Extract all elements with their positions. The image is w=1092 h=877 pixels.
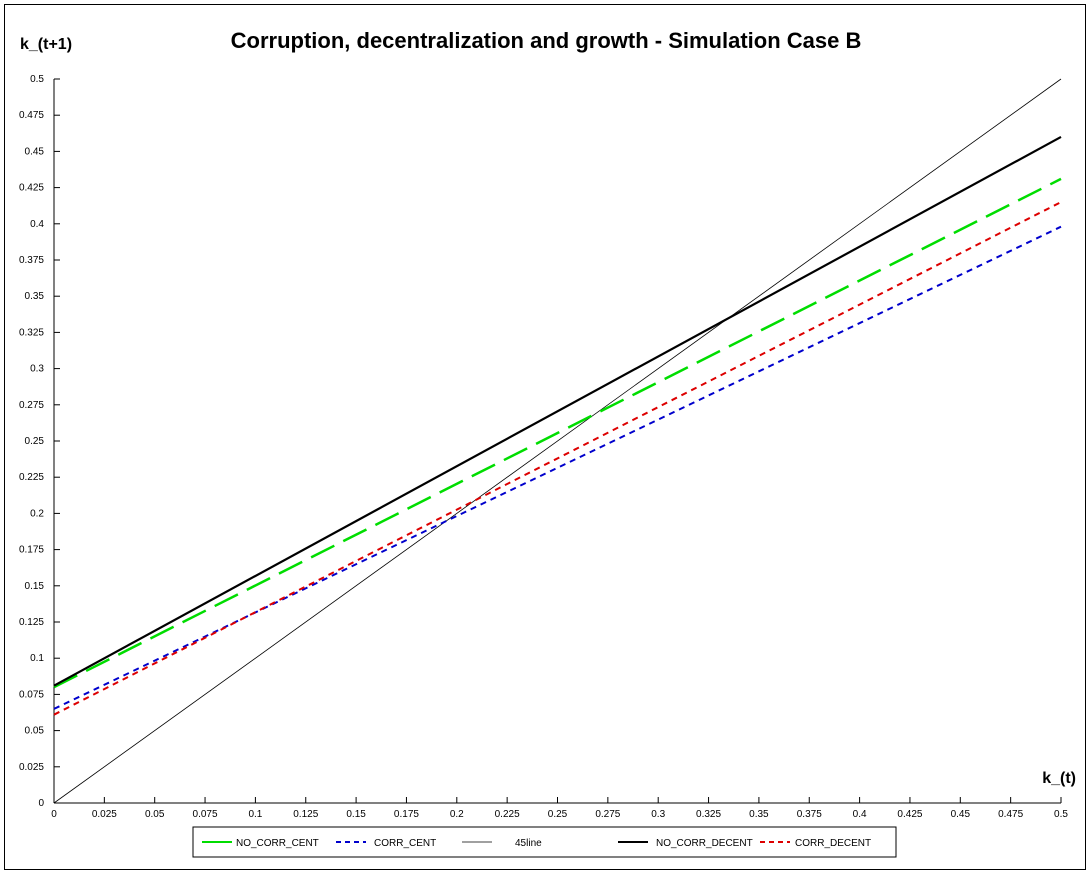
legend-label: CORR_DECENT xyxy=(795,838,871,849)
series-line xyxy=(53,225,1062,710)
x-tick-label: 0.475 xyxy=(998,809,1023,820)
series-line xyxy=(53,201,1062,716)
legend-label: 45line xyxy=(515,838,542,849)
x-tick-label: 0.325 xyxy=(696,809,721,820)
x-tick-label: 0 xyxy=(51,809,57,820)
x-tick-label: 0.375 xyxy=(797,809,822,820)
legend-label: NO_CORR_DECENT xyxy=(656,838,753,849)
y-tick-label: 0 xyxy=(38,798,44,809)
series-line xyxy=(53,177,1062,689)
figure-frame xyxy=(4,4,1086,870)
x-tick-label: 0.25 xyxy=(548,809,568,820)
series-line xyxy=(53,78,1062,804)
y-tick-label: 0.45 xyxy=(25,146,45,157)
y-tick-label: 0.35 xyxy=(25,291,45,302)
legend: NO_CORR_CENT CORR_CENT 45line NO_CORR_DECEN… xyxy=(192,826,897,858)
y-tick-label: 0.025 xyxy=(19,762,44,773)
y-tick-label: 0.15 xyxy=(25,581,45,592)
y-tick-label: 0.25 xyxy=(25,436,45,447)
x-tick-label: 0.425 xyxy=(897,809,922,820)
chart-title: Corruption, decentralization and growth … xyxy=(230,28,862,53)
y-axis-label: k_(t+1) xyxy=(20,36,73,53)
y-tick-label: 0.1 xyxy=(30,653,44,664)
x-tick-label: 0.4 xyxy=(853,809,867,820)
axes: 0 0.025 0.05 0.075 0.1 0.125 0.15 0.175 0.2 0.225… xyxy=(19,74,1068,820)
x-tick-label: 0.275 xyxy=(595,809,620,820)
x-tick-label: 0.225 xyxy=(495,809,520,820)
y-tick-label: 0.475 xyxy=(19,110,44,121)
x-tick-label: 0.15 xyxy=(346,809,366,820)
x-tick-label: 0.5 xyxy=(1054,809,1068,820)
x-tick-label: 0.175 xyxy=(394,809,419,820)
y-tick-label: 0.075 xyxy=(19,689,44,700)
series-line xyxy=(53,135,1062,687)
x-tick-label: 0.1 xyxy=(248,809,262,820)
x-axis-label: k_(t) xyxy=(1042,770,1076,787)
x-tick-label: 0.3 xyxy=(651,809,665,820)
y-tick-label: 0.225 xyxy=(19,472,44,483)
x-tick-label: 0.025 xyxy=(92,809,117,820)
legend-label: NO_CORR_CENT xyxy=(236,838,319,849)
y-tick-label: 0.325 xyxy=(19,327,44,338)
y-tick-label: 0.05 xyxy=(25,726,45,737)
y-tick-label: 0.2 xyxy=(30,508,44,519)
x-tick-label: 0.125 xyxy=(293,809,318,820)
x-tick-label: 0.35 xyxy=(749,809,769,820)
x-tick-label: 0.075 xyxy=(193,809,218,820)
y-tick-label: 0.4 xyxy=(30,219,44,230)
x-tick-label: 0.2 xyxy=(450,809,464,820)
x-tick-label: 0.45 xyxy=(951,809,971,820)
y-tick-label: 0.375 xyxy=(19,255,44,266)
y-tick-label: 0.125 xyxy=(19,617,44,628)
y-tick-label: 0.5 xyxy=(30,74,44,85)
series-layer xyxy=(53,78,1062,804)
y-tick-label: 0.275 xyxy=(19,400,44,411)
legend-label: CORR_CENT xyxy=(374,838,436,849)
y-tick-label: 0.175 xyxy=(19,545,44,556)
x-tick-label: 0.05 xyxy=(145,809,165,820)
y-tick-label: 0.3 xyxy=(30,364,44,375)
y-tick-label: 0.425 xyxy=(19,183,44,194)
